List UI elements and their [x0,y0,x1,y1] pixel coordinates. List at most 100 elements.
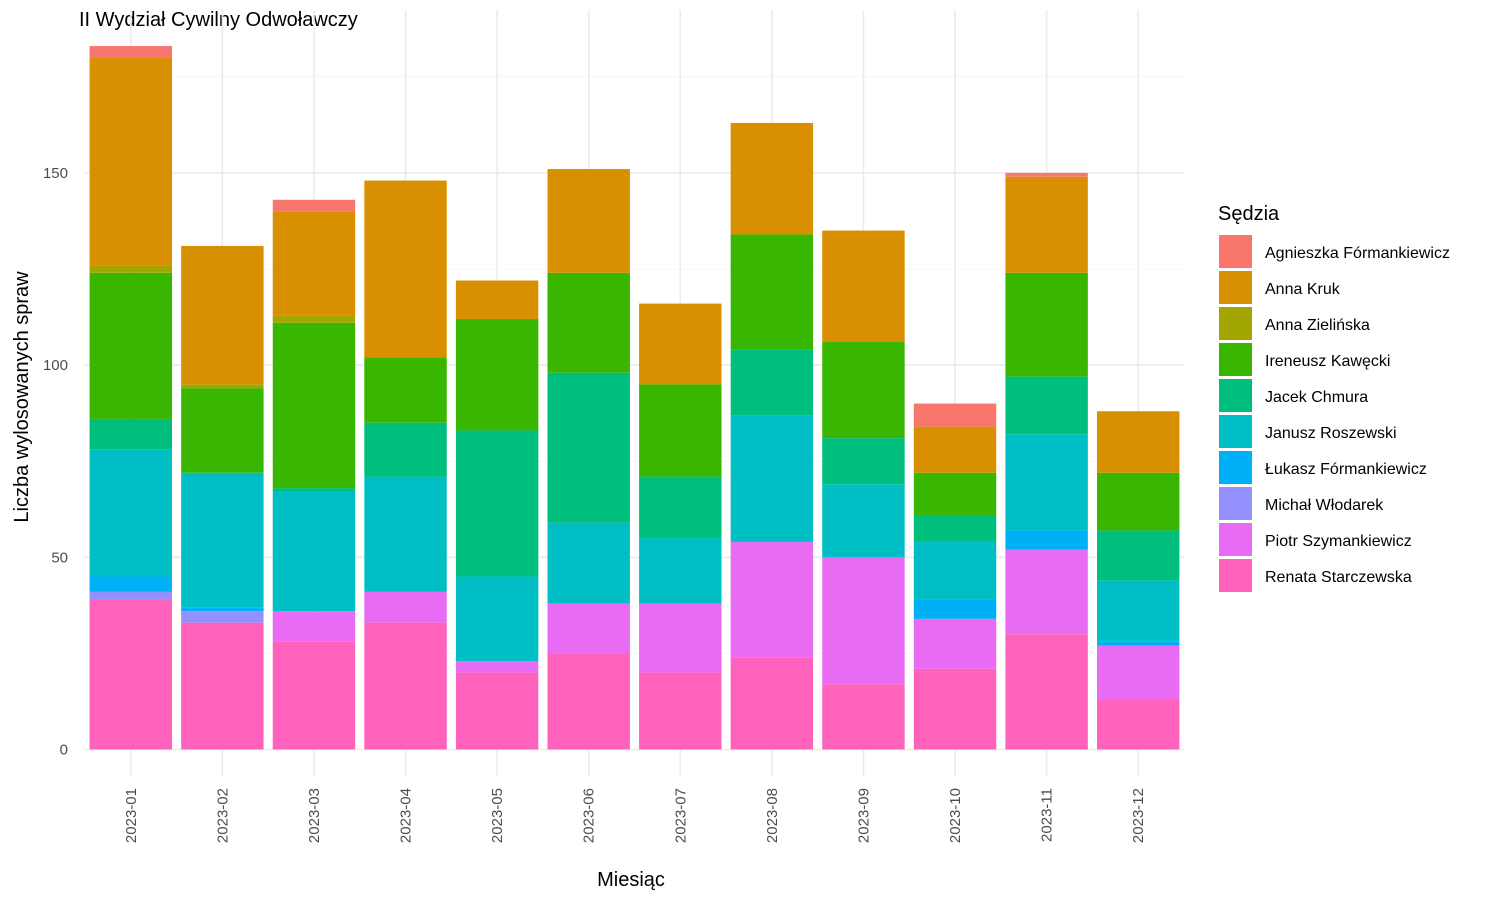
x-tick-label: 2023-03 [306,788,323,843]
bar-segment [822,230,905,343]
bar-segment [272,641,356,750]
legend-label: Piotr Szymankiewicz [1265,533,1412,550]
bar-segment [913,472,997,516]
bar-segment [639,303,722,385]
bar-segment [639,538,722,604]
bar-segment [913,426,997,473]
bar-segment [272,322,356,489]
bar-segment [1096,645,1180,700]
bar-segment [639,672,722,750]
bar-segment [181,384,264,389]
bar-segment [455,576,539,662]
bar-segment [730,234,814,350]
bar-segment [1005,530,1088,550]
bar-segment [89,599,173,750]
bar-segment [89,265,173,273]
x-axis-title: Miesiąc [597,869,665,891]
x-tick-label: 2023-04 [398,788,415,843]
bar-segment [730,122,814,235]
bar-segment [272,611,356,642]
bar-segment [1096,472,1180,531]
y-tick-label: 50 [51,549,68,566]
legend-key [1219,343,1252,376]
legend-key [1219,523,1252,556]
legend: Sędzia Agnieszka Fórmankiewicz Anna Kruk A… [1218,203,1450,592]
bar-segment [455,430,539,577]
legend-key [1219,307,1252,340]
bar-segment [1005,434,1088,531]
bar-segment [822,557,905,685]
bar-segment [89,449,173,577]
x-tick-label: 2023-10 [947,788,964,843]
bar-segment [547,603,630,654]
bar-segment [547,522,630,604]
x-tick-label: 2023-05 [489,788,506,843]
bar-segment [455,672,539,750]
x-tick-label: 2023-11 [1039,788,1056,842]
bar-segment [272,491,356,612]
bar-segment [1005,376,1088,435]
bar-segment [1005,272,1088,377]
bar-segment [181,622,264,750]
legend-key [1219,379,1252,412]
legend-key [1219,271,1252,304]
bar-segment [364,476,447,592]
legend-label: Jacek Chmura [1265,389,1368,406]
bar-segment [913,515,997,542]
bar-segment [822,342,905,439]
bar-segment [730,415,814,542]
legend-key [1219,415,1252,448]
bar-segment [89,418,173,450]
bar-segment [455,661,539,673]
bar-segment [730,541,814,658]
bar-segment [181,245,264,385]
x-tick-label: 2023-01 [123,788,140,843]
legend-label: Anna Kruk [1265,281,1341,298]
bars [89,46,1180,750]
bar-segment [730,349,814,416]
bar-segment [455,280,539,319]
chart-title: II Wydział Cywilny Odwoławczy [79,9,358,31]
bar-segment [547,653,630,750]
bar-segment [89,591,173,600]
bar-segment [639,476,722,539]
bar-segment [913,403,997,427]
bar-segment [822,484,905,558]
bar-segment [364,591,447,623]
bar-segment [272,211,356,316]
bar-segment [181,611,264,623]
bar-segment [181,472,264,608]
bar-segment [89,272,173,419]
legend-label: Ireneusz Kawęcki [1265,353,1390,370]
bar-segment [1005,549,1088,635]
legend-label: Michał Włodarek [1265,497,1384,514]
bar-segment [364,180,447,358]
legend-label: Anna Zielińska [1265,317,1370,334]
bar-segment [547,272,630,373]
bar-segment [1096,530,1180,581]
legend-label: Renata Starczewska [1265,569,1412,586]
bar-segment [1005,176,1088,273]
bar-segment [272,199,356,212]
bar-segment [364,422,447,477]
bar-segment [1005,172,1088,177]
bar-segment [364,357,447,423]
x-tick-label: 2023-07 [672,788,689,843]
bar-segment [1096,411,1180,473]
bar-segment [639,603,722,673]
x-tick-label: 2023-08 [764,788,781,843]
bar-segment [364,622,447,750]
y-tick-label: 150 [43,165,68,182]
legend-label: Łukasz Fórmankiewicz [1265,461,1427,478]
x-tick-label: 2023-06 [581,788,598,843]
x-axis-ticks: 2023-01 2023-02 2023-03 2023-04 2023-05 2023-… [123,788,1147,843]
legend-label: Agnieszka Fórmankiewicz [1265,245,1450,262]
bar-segment [89,576,173,592]
y-tick-label: 0 [60,742,68,759]
legend-label: Janusz Roszewski [1265,425,1397,442]
bar-segment [181,607,264,612]
x-tick-label: 2023-12 [1130,788,1147,843]
legend-title: Sędzia [1218,203,1280,225]
bar-segment [913,618,997,669]
